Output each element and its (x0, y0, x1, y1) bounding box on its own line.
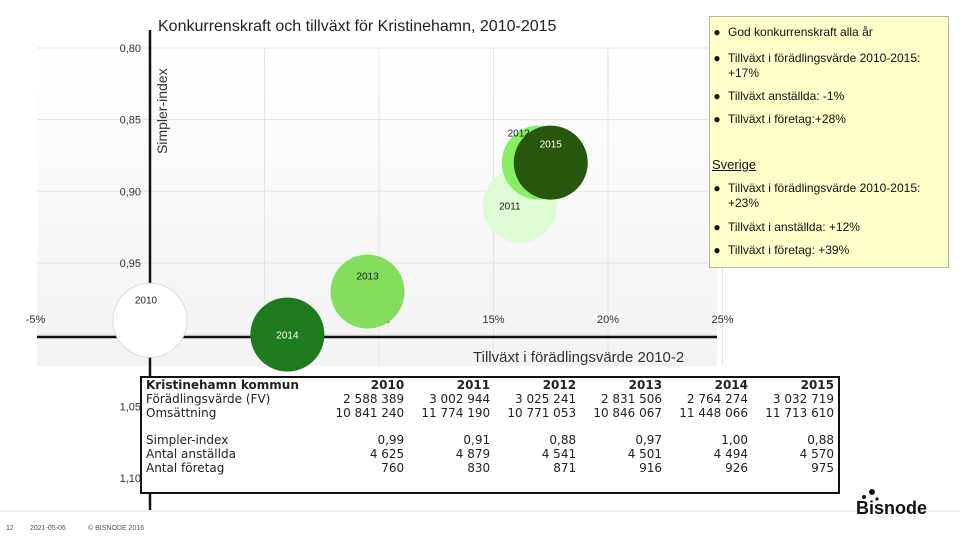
bubble-label-2013: 2013 (356, 272, 379, 283)
x-axis-label: Tillväxt i förädlingsvärde 2010-2 (473, 349, 684, 366)
y-tick-label: 0,90 (120, 186, 141, 198)
x-tick-label: 15% (482, 314, 504, 326)
table-title: Kristinehamn kommun (146, 378, 299, 392)
bubble-label-2014: 2014 (276, 331, 299, 342)
bisnode-logo: Bisnode (846, 488, 946, 524)
bubble-2013 (330, 254, 405, 329)
footer-copyright: © BISNODE 2016 (88, 525, 145, 532)
bubble-label-2011: 2011 (499, 202, 521, 213)
data-table: Kristinehamn kommun 2010 2011 2012 2013 … (140, 376, 840, 494)
x-tick-label: 20% (597, 314, 619, 326)
y-tick-label: 1,05 (120, 401, 141, 413)
chart-title: Konkurrenskraft och tillväxt för Kristin… (158, 18, 557, 35)
year-header: 2011 (456, 378, 491, 392)
year-header: 2013 (628, 378, 663, 392)
logo-dots-icon (862, 489, 879, 501)
y-tick-label: 0,95 (120, 258, 141, 270)
x-tick-label: 25% (711, 314, 733, 326)
logo-text: Bisnode (856, 498, 928, 518)
year-header: 2012 (542, 378, 577, 392)
table-row: Antal anställda 4 625 4 879 4 541 4 501 … (146, 447, 834, 461)
table-row: Omsättning 10 841 240 11 774 190 10 771 … (146, 406, 834, 420)
x-tick-label: -5% (26, 314, 46, 326)
info-box: ● God konkurrenskraft alla år ● Tillväxt i… (709, 16, 949, 268)
table-row: Antal företag 760 830 871 916 926 975 (146, 461, 834, 475)
table-row: Förädlingsvärde (FV) 2 588 389 3 002 944… (146, 392, 834, 406)
bubble-2010 (112, 282, 188, 358)
bubble-2015 (513, 125, 588, 200)
bubble-label-2012: 2012 (508, 129, 531, 140)
footer-date: 2021-05-06 (30, 525, 66, 532)
y-axis-label: Simpler-index (154, 68, 170, 154)
table-row: Simpler-index 0,99 0,91 0,88 0,97 1,00 0… (146, 433, 834, 447)
y-tick-label: 1,10 (120, 473, 141, 485)
y-tick-label: 0,85 (120, 115, 141, 127)
y-tick-label: 0,80 (120, 43, 141, 55)
year-header: 2014 (714, 378, 748, 392)
table-header-row: Kristinehamn kommun 2010 2011 2012 2013 … (142, 378, 838, 392)
bubble-2014 (250, 297, 325, 372)
year-header: 2015 (800, 378, 834, 392)
sverige-heading: Sverige (712, 157, 757, 172)
bubble-label-2015: 2015 (540, 140, 563, 151)
page-number: 12 (6, 525, 14, 532)
bubble-label-2010: 2010 (135, 295, 158, 306)
year-header: 2010 (370, 378, 405, 392)
